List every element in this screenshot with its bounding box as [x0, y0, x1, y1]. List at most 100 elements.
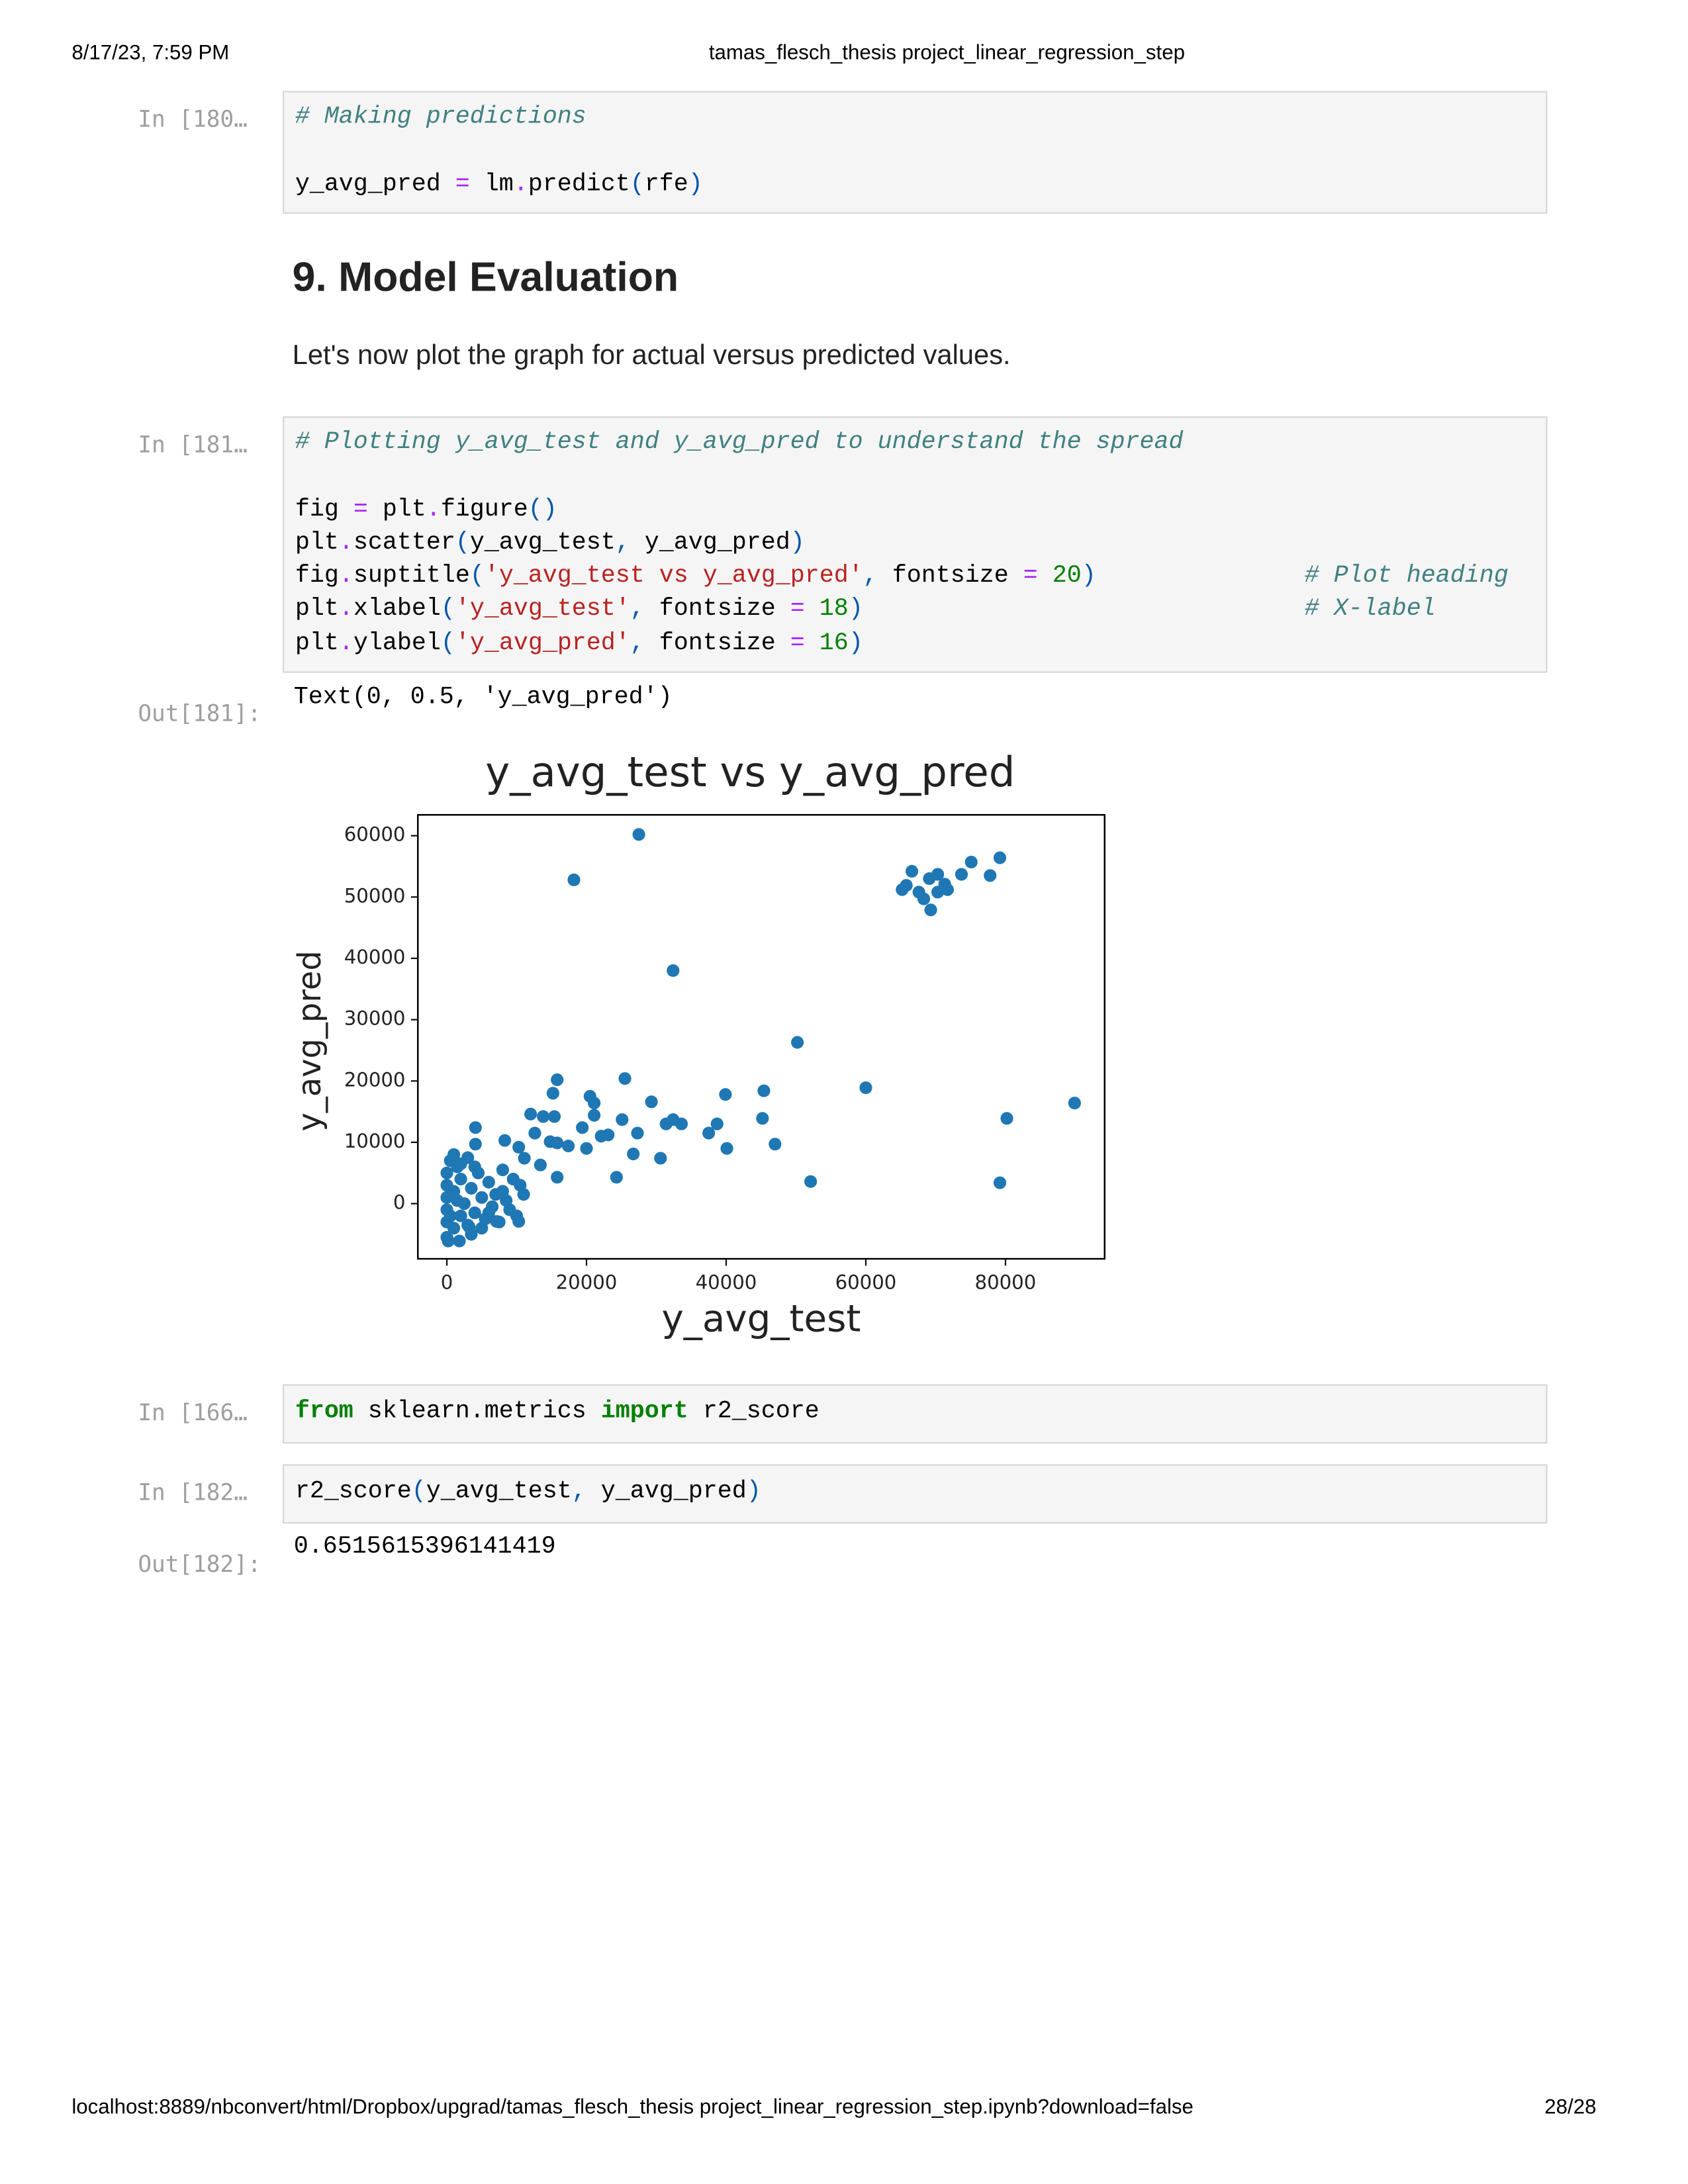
- code-line: plt.scatter(y_avg_test, y_avg_pred): [295, 527, 805, 560]
- token: predict: [528, 171, 630, 199]
- scatter-point: [618, 1072, 632, 1085]
- output-text: 0.6515615396141419: [293, 1533, 556, 1561]
- comment: # Making predictions: [295, 103, 586, 131]
- scatter-point: [931, 868, 945, 881]
- cell-prompt: In [166…: [138, 1399, 248, 1426]
- token: ): [790, 529, 805, 557]
- scatter-point: [454, 1173, 467, 1186]
- scatter-point: [567, 873, 581, 887]
- scatter-point: [528, 1126, 541, 1140]
- keyword: import: [600, 1398, 688, 1426]
- token: ): [1081, 562, 1096, 590]
- markdown-text: Let's now plot the graph for actual vers…: [292, 340, 1011, 371]
- code-line: # Making predictions: [295, 101, 586, 134]
- scatter-point: [719, 1088, 732, 1101]
- code-line: y_avg_pred = lm.predict(rfe): [295, 168, 703, 201]
- token: (: [630, 171, 645, 199]
- scatter-point: [447, 1222, 461, 1235]
- code-line: fig = plt.figure(): [295, 494, 557, 527]
- scatter-point: [905, 864, 919, 878]
- scatter-point: [654, 1152, 667, 1165]
- section-heading: 9. Model Evaluation: [292, 255, 679, 301]
- cell-prompt: In [180…: [138, 106, 248, 132]
- token: ,: [615, 529, 630, 557]
- page-number: 28/28: [1544, 2095, 1597, 2120]
- scatter-point: [964, 855, 978, 869]
- scatter-point: [498, 1134, 512, 1147]
- token: ,: [571, 1478, 586, 1506]
- code-cell: [283, 416, 1548, 673]
- scatter-point: [900, 879, 913, 892]
- y-tick-label: 30000: [344, 1007, 406, 1030]
- token: .: [338, 595, 353, 623]
- y-tick-label: 40000: [344, 946, 406, 968]
- scatter-point: [924, 903, 937, 917]
- token: fig: [295, 562, 339, 590]
- code-line: from sklearn.metrics import r2_score: [295, 1395, 820, 1428]
- token: sklearn.metrics: [353, 1398, 601, 1426]
- token: .: [338, 562, 353, 590]
- scatter-point: [492, 1215, 506, 1229]
- scatter-point: [710, 1117, 724, 1130]
- scatter-point: [631, 1126, 644, 1140]
- token: scatter: [353, 529, 455, 557]
- token: r2_score: [688, 1398, 820, 1426]
- y-axis-label: y_avg_pred: [292, 950, 328, 1131]
- scatter-point: [804, 1175, 818, 1188]
- token: fontsize: [877, 562, 1023, 590]
- keyword: from: [295, 1398, 353, 1426]
- scatter-point: [984, 869, 997, 882]
- token: plt: [295, 595, 339, 623]
- scatter-point: [632, 828, 645, 841]
- scatter-point: [576, 1121, 589, 1134]
- token: y_avg_pred: [295, 171, 455, 199]
- scatter-point: [537, 1110, 550, 1123]
- token: fig: [295, 496, 353, 524]
- scatter-point: [757, 1084, 771, 1097]
- token: suptitle: [353, 562, 470, 590]
- scatter-point: [518, 1152, 531, 1165]
- token: 'y_avg_pred': [455, 630, 630, 658]
- token: plt: [295, 529, 339, 557]
- x-tick-label: 80000: [975, 1271, 1037, 1294]
- scatter-point: [602, 1128, 615, 1142]
- scatter-point: [454, 1157, 467, 1171]
- token: y_avg_pred: [586, 1478, 747, 1506]
- scatter-point: [468, 1160, 481, 1173]
- scatter-point: [659, 1117, 673, 1130]
- scatter-point: [524, 1107, 538, 1120]
- plot-area: [416, 813, 1105, 1260]
- x-tick-label: 0: [441, 1271, 453, 1294]
- scatter-point: [580, 1142, 593, 1155]
- token: fontsize: [644, 595, 790, 623]
- scatter-point: [917, 892, 931, 905]
- token: y_avg_test: [426, 1478, 572, 1506]
- scatter-point: [941, 883, 954, 896]
- code-line: fig.suptitle('y_avg_test vs y_avg_pred',…: [295, 560, 1096, 593]
- output-prompt: Out[182]:: [138, 1551, 261, 1578]
- scatter-point: [588, 1109, 601, 1122]
- token: (: [469, 562, 485, 590]
- scatter-point: [667, 964, 680, 978]
- token: =: [353, 496, 368, 524]
- scatter-point: [468, 1206, 481, 1220]
- token: y_avg_test: [469, 529, 616, 557]
- token: ): [688, 171, 703, 199]
- x-tick-label: 40000: [696, 1271, 757, 1294]
- scatter-point: [469, 1138, 482, 1151]
- token: fontsize: [644, 630, 790, 658]
- token: 'y_avg_test vs y_avg_pred': [484, 562, 863, 590]
- code-cell: [283, 91, 1548, 214]
- token: =: [455, 171, 470, 199]
- token: 'y_avg_test': [455, 595, 630, 623]
- scatter-point: [993, 1176, 1007, 1189]
- scatter-point: [465, 1228, 478, 1241]
- token: =: [790, 630, 805, 658]
- scatter-point: [702, 1126, 716, 1140]
- x-tick-label: 60000: [835, 1271, 897, 1294]
- scatter-point: [440, 1166, 453, 1179]
- token: figure: [440, 496, 528, 524]
- scatter-point: [512, 1140, 526, 1154]
- scatter-point: [534, 1158, 547, 1171]
